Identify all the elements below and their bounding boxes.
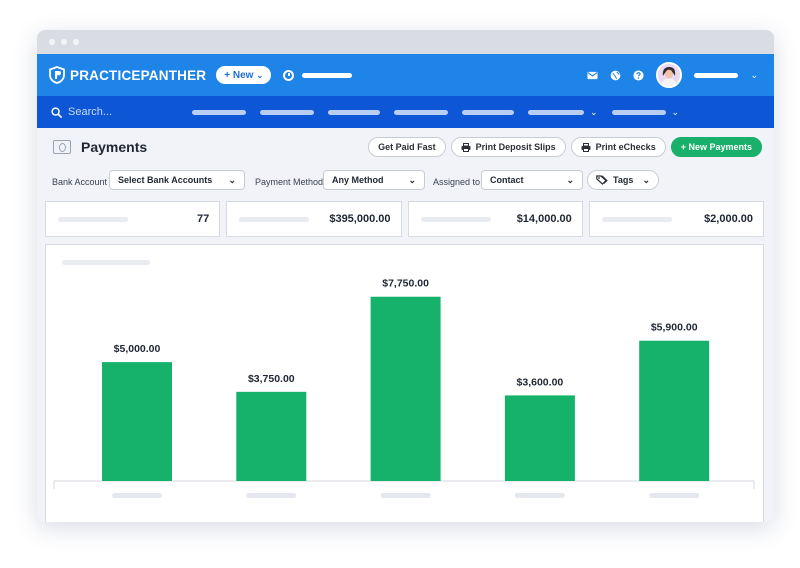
bar-data-label: $5,900.00	[651, 322, 698, 334]
chart-bar[interactable]	[370, 296, 441, 481]
panther-logo-icon	[49, 66, 65, 84]
window-dot	[49, 39, 55, 45]
print-deposit-slips-label: Print Deposit Slips	[475, 142, 556, 152]
chart-bar[interactable]	[504, 395, 575, 481]
bar-data-label: $7,750.00	[382, 278, 429, 290]
assigned-to-select[interactable]: Contact ⌄	[481, 170, 583, 190]
payments-icon	[53, 140, 71, 154]
print-echecks-label: Print eChecks	[595, 142, 656, 152]
category-label-placeholder	[649, 493, 700, 498]
stat-value: $395,000.00	[329, 213, 391, 225]
globe-icon[interactable]	[610, 70, 621, 81]
payment-method-label: Payment Method	[255, 177, 324, 187]
category-label-placeholder	[380, 493, 431, 498]
logo-text: PRACTICEPANTHER	[70, 67, 207, 83]
window-dot	[61, 39, 67, 45]
stat-label-placeholder	[239, 217, 310, 222]
payment-method-select[interactable]: Any Method ⌄	[323, 170, 425, 190]
payments-chart-card: $5,000.00 $3,750.00 $7,750.00 $3,600.00 $5,9…	[45, 244, 764, 522]
user-name-placeholder[interactable]	[694, 72, 739, 78]
stat-value: 77	[197, 213, 210, 225]
bank-account-select[interactable]: Select Bank Accounts ⌄	[109, 170, 245, 190]
filter-bar: Bank Account Select Bank Accounts ⌄ Paym…	[37, 168, 774, 198]
category-label-placeholder	[246, 493, 297, 498]
bank-account-label: Bank Account	[52, 177, 108, 187]
nav-item-dropdown[interactable]	[528, 109, 584, 115]
bar-data-label: $5,000.00	[114, 343, 161, 355]
chevron-down-icon[interactable]: ⌄	[671, 106, 680, 117]
nav-item[interactable]	[192, 109, 246, 115]
stat-label-placeholder	[58, 217, 128, 222]
mail-icon[interactable]	[587, 70, 598, 81]
payments-bar-chart: $5,000.00 $3,750.00 $7,750.00 $3,600.00 $5,9…	[53, 278, 755, 498]
get-paid-fast-label: Get Paid Fast	[378, 142, 436, 152]
window-titlebar	[37, 30, 774, 54]
tags-value: Tags	[613, 175, 634, 185]
top-navigation-bar: PRACTICEPANTHER + New ⌄	[37, 54, 774, 96]
stat-value: $14,000.00	[516, 213, 572, 225]
chevron-down-icon[interactable]: ⌄	[750, 69, 758, 80]
category-label-placeholder	[514, 493, 565, 498]
page-header: Payments Get Paid Fast Print Deposit Sli…	[37, 128, 774, 168]
print-echecks-button[interactable]: Print eChecks	[570, 137, 666, 157]
window-dot	[73, 39, 79, 45]
tags-select[interactable]: Tags ⌄	[587, 170, 659, 190]
chart-bar[interactable]	[236, 391, 307, 481]
chevron-down-icon: ⌄	[566, 174, 574, 185]
chevron-down-icon: ⌄	[642, 174, 650, 185]
tags-content: Tags	[596, 175, 633, 185]
get-paid-fast-button[interactable]: Get Paid Fast	[368, 137, 446, 157]
stat-value: $2,000.00	[704, 213, 753, 225]
chart-bar[interactable]	[639, 340, 710, 481]
chart-bar[interactable]	[102, 362, 172, 481]
nav-item[interactable]	[328, 109, 380, 115]
search-icon	[51, 106, 62, 118]
top-right-tools: ⌄	[587, 54, 758, 96]
nav-item[interactable]	[462, 109, 514, 115]
nav-item-dropdown[interactable]	[611, 109, 666, 115]
tags-icon	[596, 175, 608, 185]
app-window: PRACTICEPANTHER + New ⌄	[37, 30, 774, 522]
main-nav: ⌄ ⌄	[192, 96, 679, 128]
bank-account-value: Select Bank Accounts	[118, 175, 213, 185]
chevron-down-icon: ⌄	[408, 174, 416, 185]
search-input[interactable]: Search...	[68, 106, 113, 118]
chevron-down-icon[interactable]: ⌄	[590, 106, 598, 117]
category-label-placeholder	[112, 493, 162, 498]
page-title: Payments	[81, 139, 148, 155]
stat-label-placeholder	[420, 217, 491, 222]
avatar-portrait-icon	[658, 64, 681, 86]
user-avatar[interactable]	[656, 62, 683, 88]
printer-icon	[461, 142, 471, 152]
new-payments-button[interactable]: + New Payments	[670, 137, 762, 157]
bar-data-label: $3,600.00	[517, 376, 564, 388]
stat-card: $14,000.00	[407, 201, 583, 237]
help-icon[interactable]	[633, 69, 644, 81]
nav-item[interactable]	[260, 109, 314, 115]
new-button[interactable]: + New ⌄	[216, 66, 272, 84]
print-deposit-slips-button[interactable]: Print Deposit Slips	[450, 137, 566, 157]
stat-card: 77	[45, 201, 221, 237]
clock-icon[interactable]	[283, 69, 295, 81]
stat-card: $2,000.00	[588, 201, 764, 237]
assigned-to-value: Contact	[490, 175, 524, 185]
chart-title-placeholder	[62, 260, 150, 265]
payment-method-value: Any Method	[332, 175, 384, 185]
assigned-to-label: Assigned to	[433, 177, 481, 187]
new-button-label: + New	[224, 69, 254, 81]
chevron-down-icon: ⌄	[228, 174, 236, 185]
bar-data-label: $3,750.00	[248, 373, 295, 385]
stat-label-placeholder	[601, 217, 672, 222]
nav-item[interactable]	[394, 109, 448, 115]
app-logo[interactable]: PRACTICEPANTHER	[49, 66, 206, 84]
page-actions: Get Paid Fast Print Deposit Slips Print …	[368, 137, 762, 157]
chevron-down-icon: ⌄	[256, 70, 264, 80]
search-bar: Search... ⌄ ⌄	[37, 96, 774, 128]
stats-row: 77 $395,000.00 $14,000.00 $2,000.00	[45, 201, 764, 237]
timer-placeholder	[302, 72, 353, 78]
stat-card: $395,000.00	[226, 201, 402, 237]
new-payments-label: + New Payments	[680, 142, 752, 152]
printer-icon	[581, 142, 591, 152]
